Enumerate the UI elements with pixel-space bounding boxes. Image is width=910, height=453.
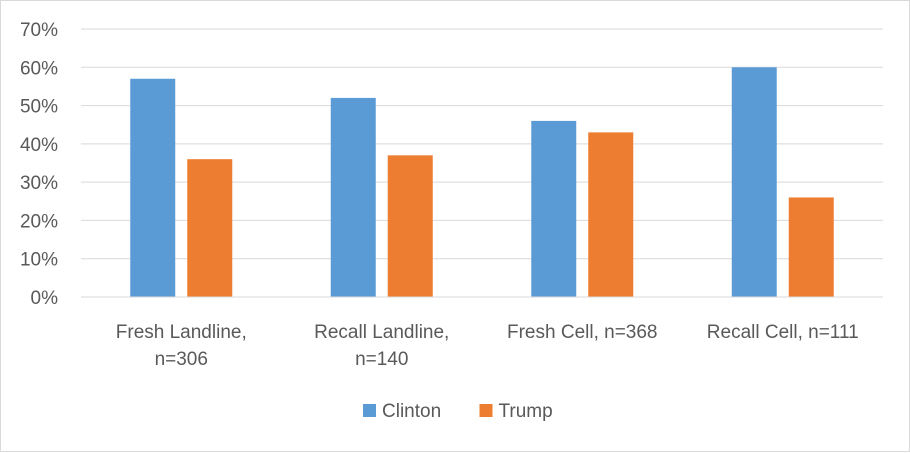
- category-label: n=140: [355, 349, 408, 370]
- legend-swatch-clinton: [363, 404, 376, 417]
- bars: [130, 67, 834, 298]
- bar-clinton-1: [130, 78, 176, 298]
- y-tick-label: 70%: [20, 20, 58, 41]
- category-labels: Fresh Landline, n=306 Recall Landline, n=14…: [116, 322, 859, 370]
- category-label: n=306: [155, 349, 208, 370]
- category-label: Recall Cell, n=111: [707, 322, 859, 343]
- y-tick-label: 30%: [20, 173, 58, 194]
- y-tick-label: 20%: [20, 211, 58, 232]
- y-tick-label: 60%: [20, 58, 58, 79]
- category-label: Recall Landline,: [314, 322, 449, 343]
- bar-trump-3: [588, 132, 634, 297]
- bar-trump-1: [187, 159, 233, 297]
- y-tick-label: 10%: [20, 250, 58, 271]
- category-label: Fresh Cell, n=368: [507, 322, 658, 343]
- bar-trump-2: [387, 155, 433, 297]
- legend: Clinton Trump: [363, 401, 553, 422]
- bar-clinton-2: [330, 97, 376, 298]
- legend-label-clinton: Clinton: [382, 401, 441, 422]
- y-tick-label: 0%: [31, 288, 59, 309]
- y-tick-label: 40%: [20, 135, 58, 156]
- y-axis-tick-labels: 0% 10% 20% 30% 40% 50% 60% 70%: [20, 20, 58, 309]
- bar-clinton-3: [531, 120, 577, 297]
- legend-label-trump: Trump: [499, 401, 553, 422]
- bar-clinton-4: [731, 67, 777, 298]
- y-tick-label: 50%: [20, 97, 58, 118]
- category-label: Fresh Landline,: [116, 322, 247, 343]
- legend-swatch-trump: [479, 404, 493, 417]
- bar-trump-4: [788, 197, 834, 297]
